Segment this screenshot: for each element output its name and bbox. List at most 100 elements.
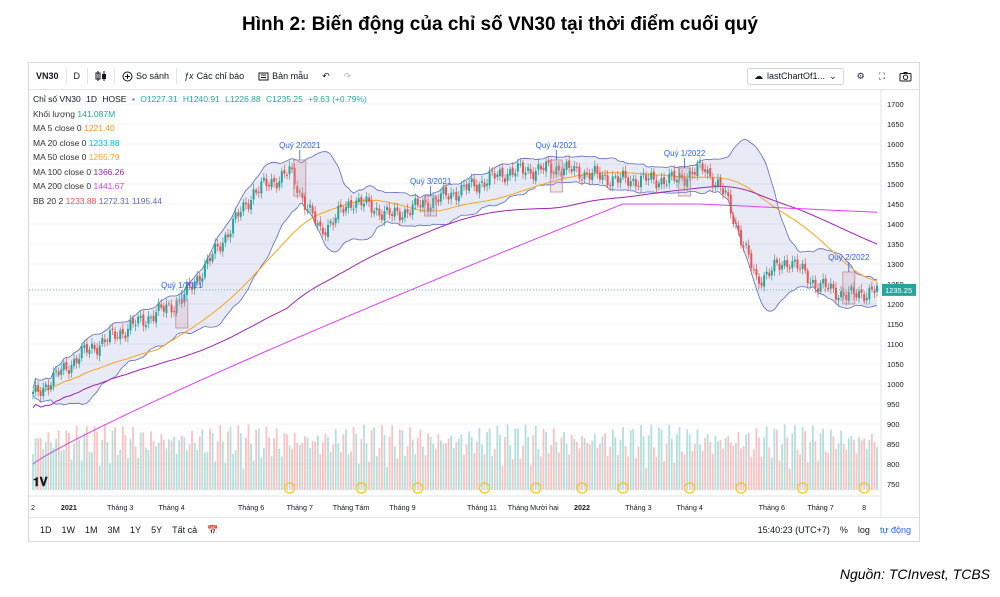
volume-bar [62, 449, 65, 490]
compare-button[interactable]: So sánh [115, 63, 176, 89]
candle-body [386, 207, 389, 211]
legend-title: Chỉ số VN30 [33, 94, 81, 104]
interval-button[interactable]: D [67, 63, 88, 89]
volume-bar [504, 437, 506, 490]
goto-date-button[interactable]: 📅 [202, 525, 223, 536]
candle-body [611, 176, 614, 187]
candle-body [57, 371, 60, 376]
x-tick-label: Tháng 6 [759, 503, 785, 512]
legend-ma5[interactable]: MA 5 close 0 1221.40 [33, 121, 370, 136]
volume-bar [865, 449, 868, 490]
legend-bb[interactable]: BB 20 2 1233.88 1272.31 1195.44 [33, 194, 370, 209]
range-1m[interactable]: 1M [85, 525, 98, 535]
candles-icon [95, 71, 107, 81]
chart-type-button[interactable] [88, 63, 114, 89]
candle-body [398, 211, 401, 221]
legend-volume[interactable]: Khối lượng 141.087M [33, 107, 370, 122]
undo-button[interactable]: ↶ [315, 63, 337, 89]
candle-body [357, 198, 360, 203]
range-1w[interactable]: 1W [61, 525, 76, 535]
candle-body [855, 293, 858, 298]
candle-body [850, 286, 853, 291]
ma100-line [32, 186, 878, 409]
range-3m[interactable]: 3M [107, 525, 121, 535]
candle-body [403, 209, 406, 218]
indicators-button[interactable]: ƒx Các chỉ báo [177, 63, 251, 89]
settings-button[interactable]: ⚙ [850, 63, 872, 89]
candle-body [655, 180, 658, 189]
quarter-label: Quý 3/2021 [410, 177, 452, 186]
candle-body [209, 257, 212, 262]
candle-body [432, 197, 435, 208]
candle-body [575, 166, 578, 168]
volume-bar [52, 448, 55, 490]
candle-body [652, 171, 655, 180]
volume-bar [224, 462, 227, 490]
candle-body [693, 172, 696, 175]
candle-body [745, 243, 748, 245]
legend-ma20[interactable]: MA 20 close 0 1233.88 [33, 136, 370, 151]
volume-bar [144, 447, 147, 490]
figure-title: Hình 2: Biến động của chỉ số VN30 tại th… [241, 14, 758, 35]
x-tick-label: Tháng Tám [333, 503, 370, 512]
candle-body [214, 243, 217, 254]
volume-bar [227, 431, 229, 490]
range-all[interactable]: Tất cả [172, 525, 198, 535]
volume-bar [286, 434, 288, 490]
redo-button[interactable]: ↷ [337, 63, 359, 89]
candle-body [234, 212, 237, 220]
legend-ma50[interactable]: MA 50 close 0 1265.79 [33, 150, 370, 165]
candle-body [858, 290, 861, 299]
templates-button[interactable]: Bản mẫu [251, 63, 315, 89]
volume-bar [478, 427, 481, 490]
candle-body [309, 204, 312, 208]
volume-bar [491, 455, 494, 490]
candle-body [709, 167, 712, 177]
candle-body [598, 172, 601, 180]
volume-bar [311, 440, 314, 490]
volume-bar [165, 448, 168, 490]
volume-bar [206, 452, 209, 490]
candle-body [819, 282, 822, 292]
candle-body [698, 161, 701, 163]
candle-body [239, 211, 242, 217]
volume-bar [447, 438, 450, 490]
snapshot-button[interactable] [892, 63, 919, 89]
volume-bar [129, 439, 132, 490]
candle-body [539, 165, 542, 170]
candle-body [339, 204, 342, 208]
price-chart[interactable]: 7508008509009501000105011001150120012501… [29, 90, 919, 517]
x-tick-label: Tháng Mười hai [508, 503, 559, 512]
candle-body [516, 163, 519, 172]
range-1d[interactable]: 1D [40, 525, 52, 535]
percent-toggle[interactable]: % [839, 525, 848, 535]
volume-bar [652, 447, 655, 490]
volume-bar [473, 453, 476, 490]
legend-ma200[interactable]: MA 200 close 0 1441.67 [33, 179, 370, 194]
range-1y[interactable]: 1Y [130, 525, 142, 535]
layout-selector[interactable]: ☁ lastChartOf1... ⌄ [747, 67, 844, 85]
log-toggle[interactable]: log [857, 525, 870, 535]
candle-body [809, 282, 812, 284]
candle-body [137, 316, 140, 324]
auto-toggle[interactable]: tự động [879, 525, 911, 535]
legend-ma100[interactable]: MA 100 close 0 1366.26 [33, 165, 370, 180]
volume-bar [250, 444, 252, 490]
volume-bar [681, 451, 683, 490]
chart-widget: VN30 D So sánh ƒx Các chỉ báo Bản mẫu ↶ … [28, 62, 920, 542]
legend-ma100-label: MA 100 close 0 [33, 166, 92, 177]
candle-body [221, 242, 224, 252]
volume-bar [750, 457, 753, 490]
range-5y[interactable]: 5Y [151, 525, 163, 535]
candle-body [162, 306, 165, 312]
candle-body [303, 196, 306, 210]
candle-body [670, 172, 673, 176]
candle-body [663, 177, 666, 185]
volume-bar [324, 433, 327, 490]
fullscreen-button[interactable]: ⛶ [872, 63, 892, 89]
volume-bar [624, 445, 627, 490]
volume-bar [380, 424, 383, 490]
symbol-button[interactable]: VN30 [29, 63, 66, 89]
volume-bar [829, 429, 832, 490]
candle-body [265, 178, 268, 186]
